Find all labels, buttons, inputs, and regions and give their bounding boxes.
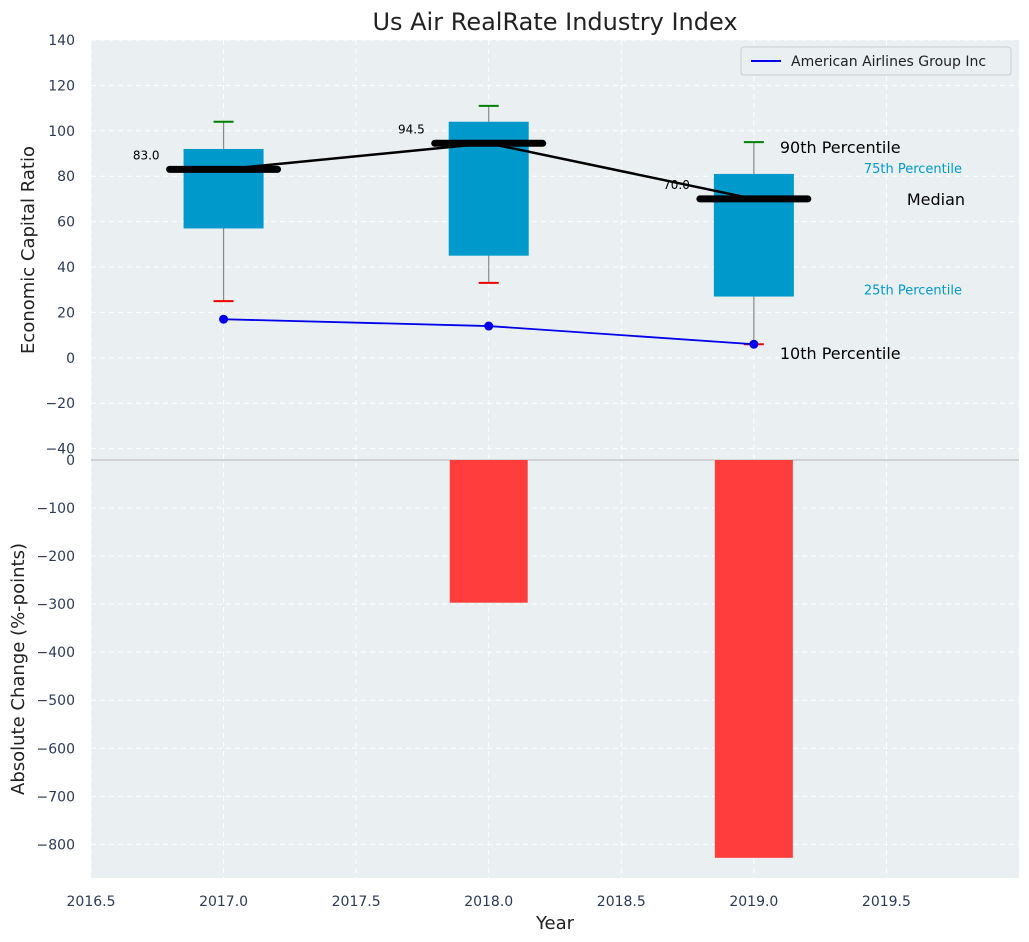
box xyxy=(183,148,264,229)
series-point xyxy=(484,321,494,331)
x-tick-label: 2019.5 xyxy=(862,894,911,910)
top-y-tick-label: −20 xyxy=(45,396,75,412)
top-y-tick-label: 40 xyxy=(57,260,75,276)
median-value-label: 70.0 xyxy=(663,178,690,192)
top-y-axis-label: Economic Capital Ratio xyxy=(18,146,39,354)
p90-annotation: 90th Percentile xyxy=(780,138,901,157)
legend-entry: American Airlines Group Inc xyxy=(791,54,986,70)
bottom-y-tick-label: −400 xyxy=(37,645,75,661)
top-y-tick-label: 60 xyxy=(57,215,75,231)
median-value-label: 83.0 xyxy=(133,148,160,162)
series-point xyxy=(749,339,759,349)
bottom-y-axis-label: Absolute Change (%-points) xyxy=(8,543,29,795)
bottom-y-tick-label: −600 xyxy=(37,741,75,757)
bottom-y-tick-label: −800 xyxy=(37,837,75,853)
median-value-label: 94.5 xyxy=(398,122,425,136)
top-y-tick-label: 100 xyxy=(48,124,75,140)
bottom-y-tick-label: −200 xyxy=(37,549,75,565)
top-y-tick-label: 20 xyxy=(57,305,75,321)
change-bar xyxy=(714,460,793,858)
bottom-y-tick-label: −700 xyxy=(37,789,75,805)
top-plot-area xyxy=(91,40,1019,460)
x-tick-label: 2019.0 xyxy=(729,894,778,910)
median-annotation: Median xyxy=(907,190,965,209)
top-y-tick-label: 80 xyxy=(57,169,75,185)
p25-annotation: 25th Percentile xyxy=(864,284,962,299)
top-y-tick-label: 0 xyxy=(66,351,75,367)
top-y-tick-label: 120 xyxy=(48,78,75,94)
x-tick-label: 2018.5 xyxy=(597,894,646,910)
x-tick-label: 2018.0 xyxy=(464,894,513,910)
p75-annotation: 75th Percentile xyxy=(864,162,962,177)
bottom-plot-area xyxy=(91,460,1019,878)
x-tick-label: 2017.5 xyxy=(332,894,381,910)
top-y-tick-label: −40 xyxy=(45,442,75,458)
change-bar xyxy=(449,460,528,603)
bottom-y-tick-label: −500 xyxy=(37,693,75,709)
bottom-y-tick-label: −300 xyxy=(37,597,75,613)
legend-box xyxy=(740,46,1012,76)
x-tick-label: 2017.0 xyxy=(199,894,248,910)
series-point xyxy=(219,314,229,324)
x-tick-label: 2016.5 xyxy=(67,894,116,910)
bottom-y-tick-label: −100 xyxy=(37,501,75,517)
bottom-y-tick-label: 0 xyxy=(66,453,75,469)
p10-annotation: 10th Percentile xyxy=(780,344,901,363)
chart-title: Us Air RealRate Industry Index xyxy=(372,8,737,36)
x-axis-label: Year xyxy=(535,913,575,934)
top-y-tick-label: 140 xyxy=(48,33,75,49)
